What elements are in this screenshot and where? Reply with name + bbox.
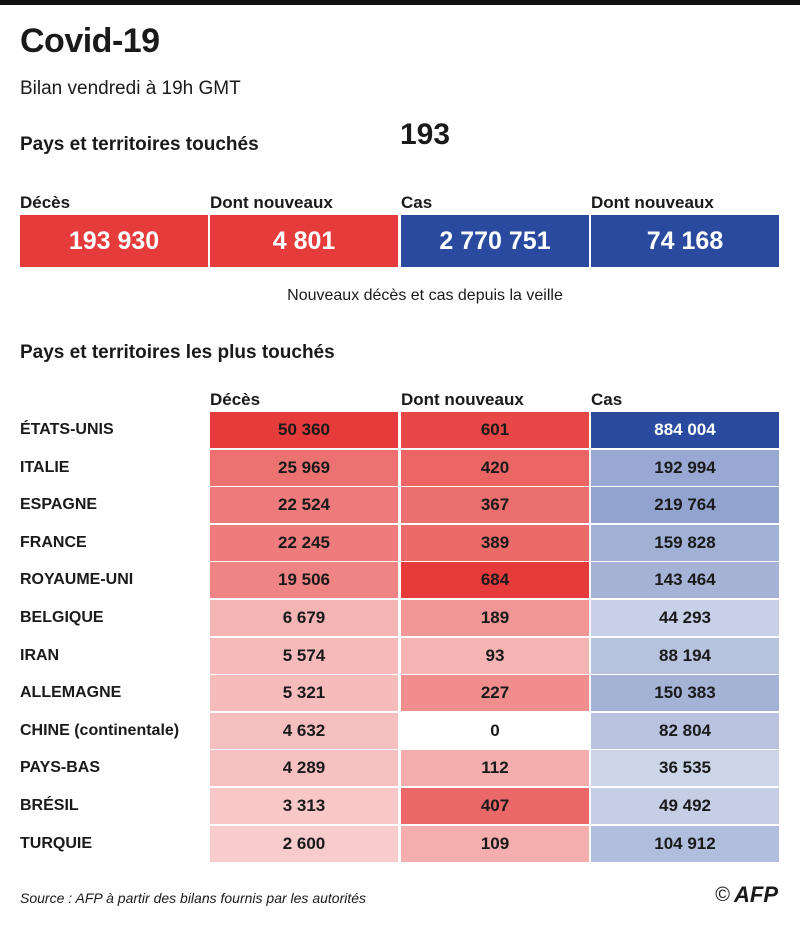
column-header-new-deaths: Dont nouveaux	[401, 390, 524, 409]
cell-cas: 82 804	[591, 712, 779, 749]
page-subtitle: Bilan vendredi à 19h GMT	[20, 78, 241, 99]
country-label: TURQUIE	[20, 834, 92, 852]
country-label: ÉTATS-UNIS	[20, 421, 114, 438]
cell-deces: 4 632	[210, 712, 398, 749]
cell-new-deaths: 189	[401, 600, 589, 636]
cell-deces: 22 524	[210, 487, 398, 524]
table-title: Pays et territoires les plus touchés	[20, 342, 335, 363]
cell-deces: 19 506	[210, 562, 398, 599]
afp-logo: © AFP	[715, 882, 778, 908]
copyright-icon: ©	[715, 883, 730, 906]
cell-cas: 49 492	[591, 788, 779, 824]
country-label: IRAN	[20, 646, 60, 664]
summary-label-new-deaths: Dont nouveaux	[210, 193, 333, 212]
summary-value-new-deaths: 4 801	[210, 215, 398, 267]
cell-new-deaths: 0	[401, 712, 589, 749]
cell-new-deaths: 684	[401, 562, 589, 599]
cell-cas: 44 293	[591, 600, 779, 636]
top-rule	[0, 0, 800, 5]
cell-new-deaths: 601	[401, 412, 589, 448]
column-header-deces: Décès	[210, 390, 261, 409]
country-label: CHINE (continentale)	[20, 721, 180, 739]
cell-deces: 6 679	[210, 600, 398, 636]
cell-cas: 88 194	[591, 637, 779, 674]
cell-deces: 2 600	[210, 825, 398, 862]
cell-new-deaths: 93	[401, 637, 589, 674]
summary-label-deces: Décès	[20, 193, 71, 212]
country-label: PAYS-BAS	[20, 759, 101, 777]
country-label: ESPAGNE	[20, 496, 98, 514]
countries-affected-value: 193	[400, 118, 451, 151]
country-label: ALLEMAGNE	[20, 684, 122, 702]
summary-value-new-cases: 74 168	[591, 215, 779, 267]
cell-new-deaths: 109	[401, 825, 589, 862]
country-label: BELGIQUE	[20, 609, 104, 626]
cell-cas: 192 994	[591, 449, 779, 486]
cell-deces: 4 289	[210, 750, 398, 787]
cell-deces: 50 360	[210, 412, 398, 448]
countries-affected-label: Pays et territoires touchés	[20, 134, 259, 155]
cell-deces: 5 321	[210, 675, 398, 712]
cell-deces: 5 574	[210, 637, 398, 674]
cell-cas: 219 764	[591, 487, 779, 524]
cell-cas: 884 004	[591, 412, 779, 448]
summary-label-cas: Cas	[401, 193, 433, 212]
source-note: Source : AFP à partir des bilans fournis…	[20, 890, 367, 906]
cell-new-deaths: 227	[401, 675, 589, 712]
page-title: Covid-19	[20, 22, 160, 60]
cell-new-deaths: 420	[401, 449, 589, 486]
country-label: ITALIE	[20, 458, 70, 476]
column-header-cas: Cas	[591, 390, 623, 409]
cell-deces: 22 245	[210, 524, 398, 561]
cell-deces: 3 313	[210, 788, 398, 824]
cell-cas: 143 464	[591, 562, 779, 599]
cell-new-deaths: 367	[401, 487, 589, 524]
country-label: FRANCE	[20, 533, 87, 551]
cell-deces: 25 969	[210, 449, 398, 486]
cell-cas: 104 912	[591, 825, 779, 862]
summary-value-cas: 2 770 751	[401, 215, 589, 267]
afp-logo-text: AFP	[734, 882, 778, 907]
cell-cas: 36 535	[591, 750, 779, 787]
cell-cas: 150 383	[591, 675, 779, 712]
country-label: ROYAUME-UNI	[20, 571, 134, 589]
summary-note: Nouveaux décès et cas depuis la veille	[287, 287, 563, 304]
cell-new-deaths: 112	[401, 750, 589, 787]
summary-value-deces: 193 930	[20, 215, 208, 267]
summary-label-new-cases: Dont nouveaux	[591, 193, 714, 212]
cell-cas: 159 828	[591, 524, 779, 561]
cell-new-deaths: 389	[401, 524, 589, 561]
cell-new-deaths: 407	[401, 788, 589, 824]
country-label: BRÉSIL	[20, 797, 79, 814]
